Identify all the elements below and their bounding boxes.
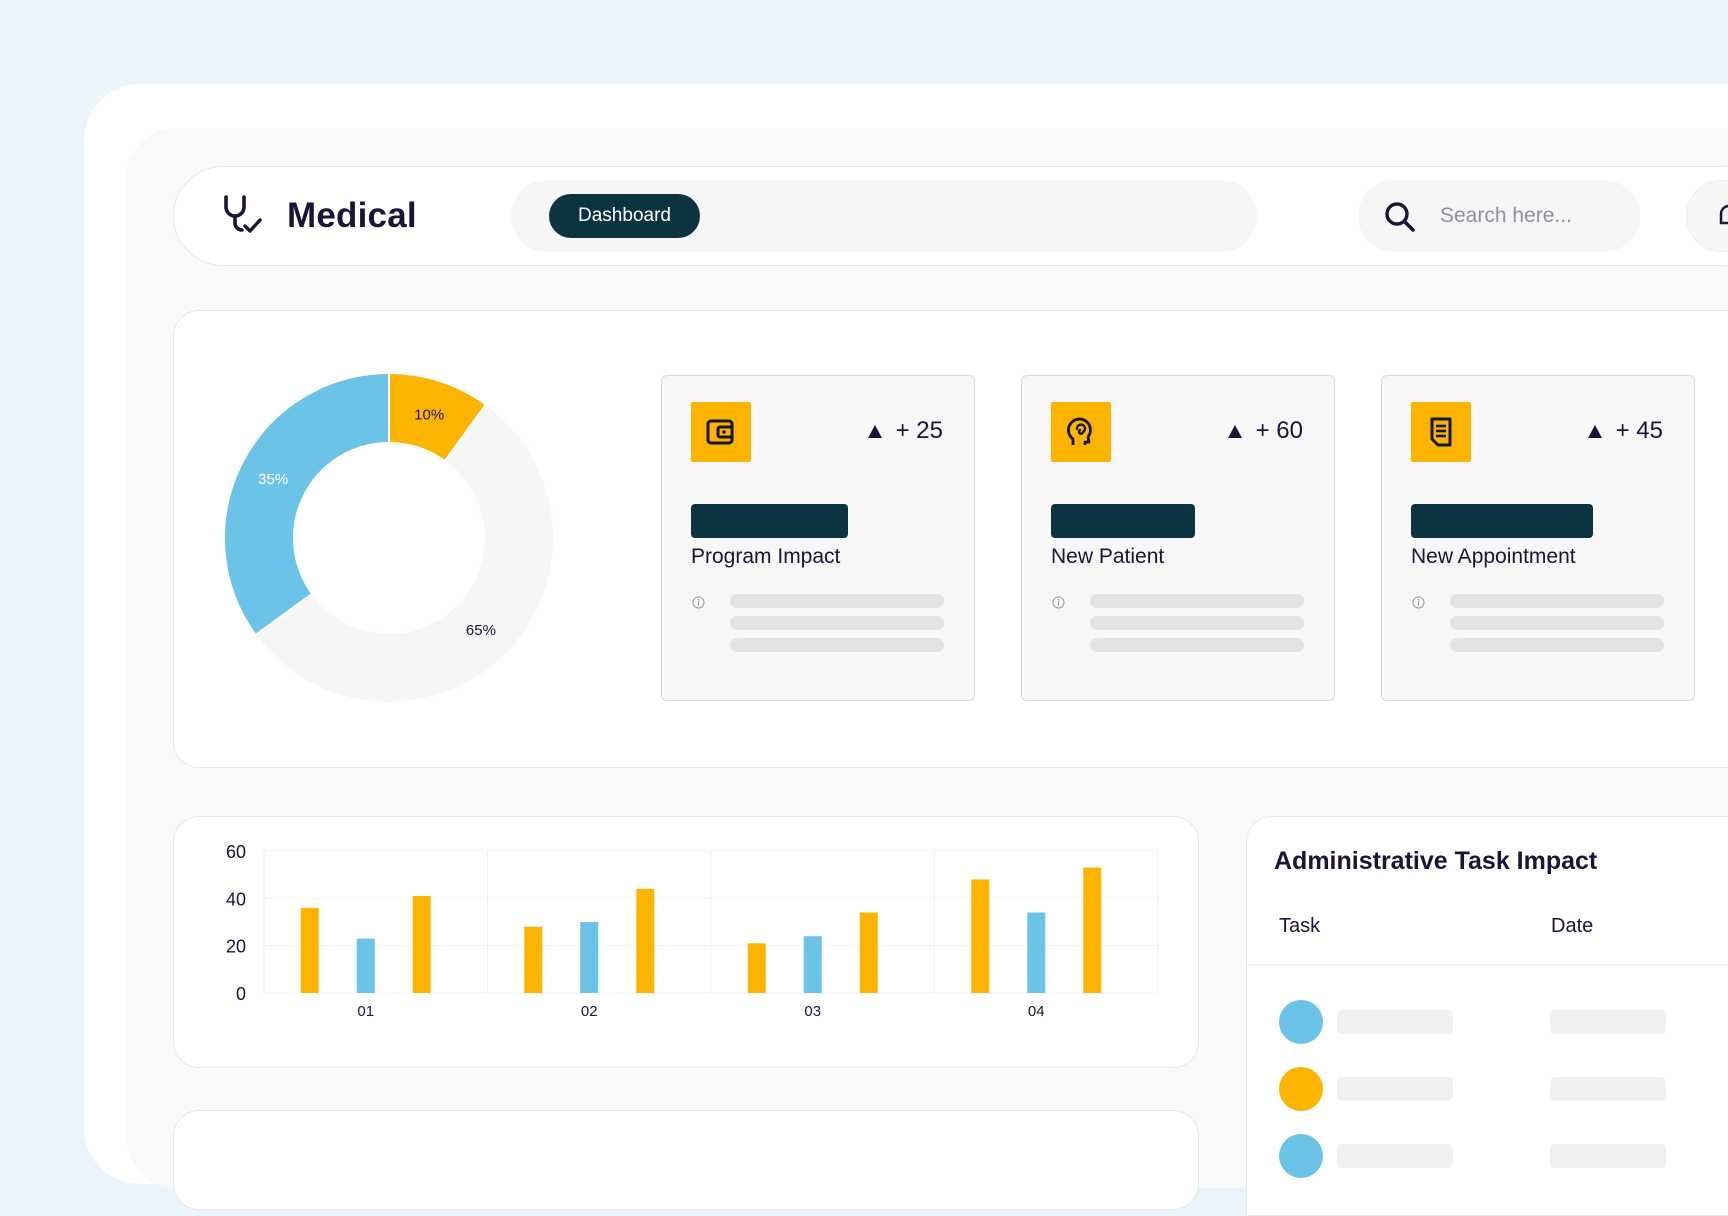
stat-delta: + 45	[1615, 417, 1663, 444]
skeleton-line	[1450, 616, 1664, 630]
stat-value-bar	[691, 504, 848, 538]
stat-card-new-appointment[interactable]: + 45 New Appointment	[1381, 375, 1695, 701]
skeleton-line	[1090, 638, 1304, 652]
task-panel-title: Administrative Task Impact	[1274, 847, 1598, 875]
bar	[412, 895, 431, 993]
skeleton-line	[1450, 594, 1664, 608]
stat-card-program-impact[interactable]: + 25 Program Impact	[661, 375, 975, 701]
bar	[524, 926, 543, 993]
skeleton-line	[1090, 594, 1304, 608]
y-tick-label: 40	[226, 889, 246, 909]
stat-title: Program Impact	[691, 545, 841, 568]
tab-dashboard[interactable]: Dashboard	[549, 194, 700, 238]
skeleton-line	[1450, 638, 1664, 652]
stethoscope-check-icon	[224, 195, 262, 233]
donut-slice	[223, 371, 390, 637]
column-header-date: Date	[1551, 915, 1594, 937]
x-tick-label: 02	[581, 1003, 598, 1020]
info-icon[interactable]	[1052, 596, 1065, 609]
task-name-placeholder	[1337, 1144, 1453, 1168]
task-avatar	[1279, 1067, 1323, 1111]
x-tick-label: 03	[804, 1003, 821, 1020]
stat-card-new-patient[interactable]: + 60 New Patient	[1021, 375, 1335, 701]
stat-trend: + 25	[867, 417, 943, 445]
stat-value-bar	[1051, 504, 1195, 538]
bar	[971, 879, 990, 993]
divider	[1247, 964, 1728, 965]
info-icon[interactable]	[1412, 596, 1425, 609]
info-icon[interactable]	[692, 596, 705, 609]
donut-slice-label: 65%	[466, 622, 496, 639]
bar-chart: 0 20 40 60 01 02 03 04	[226, 842, 1159, 1020]
stat-delta: + 60	[1255, 417, 1303, 444]
x-tick-label: 01	[357, 1003, 374, 1020]
task-date-placeholder	[1550, 1077, 1666, 1101]
donut-slice	[254, 403, 555, 704]
donut-chart: 10% 65% 35%	[223, 371, 555, 704]
task-avatar	[1279, 1134, 1323, 1178]
stat-title: New Patient	[1051, 545, 1165, 568]
stat-trend: + 60	[1227, 417, 1303, 445]
task-date-placeholder	[1550, 1144, 1666, 1168]
task-date-placeholder	[1550, 1010, 1666, 1034]
donut-slice-label: 35%	[258, 471, 288, 488]
task-name-placeholder	[1337, 1010, 1453, 1034]
triangle-up-icon	[1587, 424, 1602, 438]
y-tick-label: 60	[226, 842, 246, 862]
task-avatar	[1279, 1000, 1323, 1044]
y-tick-label: 20	[226, 937, 246, 957]
y-tick-label: 0	[236, 984, 246, 1004]
bar	[1083, 867, 1102, 993]
bar	[356, 938, 375, 993]
skeleton-line	[730, 638, 944, 652]
bar	[803, 936, 822, 993]
task-name-placeholder	[1337, 1077, 1453, 1101]
bottom-panel	[173, 1110, 1199, 1210]
head-brain-icon	[1051, 402, 1111, 462]
search-icon	[1385, 202, 1415, 232]
bar	[1027, 912, 1046, 993]
search-input[interactable]	[1440, 196, 1630, 236]
skeleton-line	[730, 616, 944, 630]
triangle-up-icon	[867, 424, 882, 438]
bar	[636, 888, 655, 993]
stat-delta: + 25	[895, 417, 943, 444]
x-tick-label: 04	[1028, 1003, 1045, 1020]
bar	[859, 912, 878, 993]
skeleton-line	[1090, 616, 1304, 630]
stat-title: New Appointment	[1411, 545, 1576, 568]
app-title: Medical	[287, 196, 417, 235]
triangle-up-icon	[1227, 424, 1242, 438]
document-icon	[1411, 402, 1471, 462]
wallet-icon	[691, 402, 751, 462]
stat-value-bar	[1411, 504, 1593, 538]
donut-slice-label: 10%	[414, 406, 444, 423]
bar	[300, 907, 319, 993]
column-header-task: Task	[1279, 915, 1321, 937]
bell-icon	[1719, 204, 1728, 225]
stat-trend: + 45	[1587, 417, 1663, 445]
skeleton-line	[730, 594, 944, 608]
bar	[580, 922, 599, 993]
bar	[747, 943, 766, 993]
